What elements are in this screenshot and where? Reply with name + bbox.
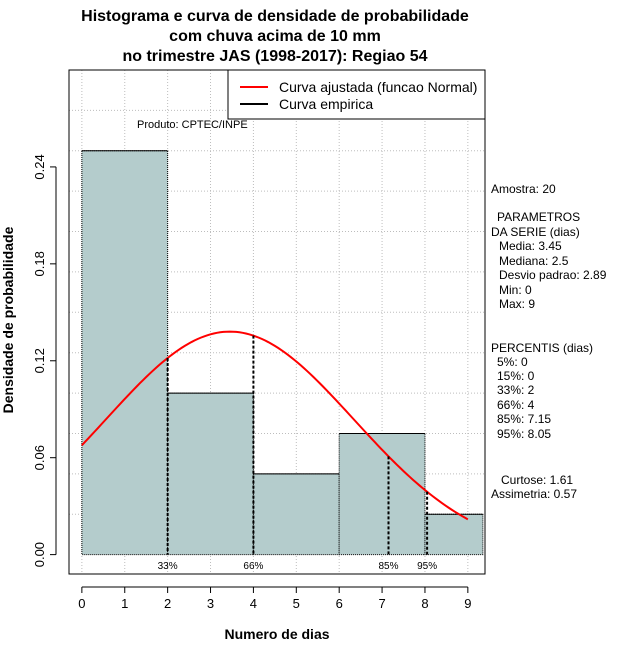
y-tick-label-4: 0.24 [32, 154, 47, 179]
x-tick-label-6: 6 [336, 596, 343, 611]
x-axis-label: Numero de dias [224, 626, 329, 642]
stat-min: Min: 0 [499, 283, 532, 297]
stat-p85: 85%: 7.15 [497, 412, 551, 426]
x-tick-label-7: 7 [378, 596, 385, 611]
x-tick-label-4: 4 [250, 596, 257, 611]
x-tick-label-2: 2 [164, 596, 171, 611]
stat-desvio: Desvio padrao: 2.89 [499, 268, 607, 282]
histogram-bar-2 [252, 473, 340, 556]
histogram-bars [81, 150, 484, 556]
stat-max: Max: 9 [499, 297, 535, 311]
y-tick-label-2: 0.12 [32, 348, 47, 373]
histogram-bar-1 [167, 392, 254, 556]
legend-label-normal: Curva ajustada (funcao Normal) [279, 79, 477, 95]
histogram-bar-0 [81, 150, 169, 556]
stat-params-title-1: PARAMETROS [497, 210, 580, 224]
y-tick-label-1: 0.06 [32, 445, 47, 470]
legend-box [227, 69, 486, 120]
x-tick-label-0: 0 [78, 596, 85, 611]
x-tick-label-3: 3 [207, 596, 214, 611]
x-tick-label-5: 5 [293, 596, 300, 611]
chart-title-line-2: com chuva acima de 10 mm [169, 28, 381, 45]
legend: Curva ajustada (funcao Normal) Curva emp… [227, 69, 486, 120]
normal-curve-layer [81, 330, 469, 521]
stat-curtose: Curtose: 1.61 [501, 473, 573, 487]
percentile-label-66: 66% [243, 561, 263, 572]
chart-title-line-3: no trimestre JAS (1998-2017): Regiao 54 [122, 48, 427, 65]
chart-title-line-1: Histograma e curva de densidade de proba… [81, 8, 469, 25]
y-axis-label: Densidade de probabilidade [0, 226, 16, 413]
normal-curve [81, 330, 469, 521]
stat-p95: 95%: 8.05 [497, 427, 551, 441]
chart-title: Histograma e curva de densidade de proba… [81, 8, 469, 65]
x-tick-label-8: 8 [421, 596, 428, 611]
percentile-label-33: 33% [158, 561, 178, 572]
stat-p66: 66%: 4 [497, 398, 535, 412]
percentile-label-85: 85% [378, 561, 398, 572]
stat-p33: 33%: 2 [497, 383, 535, 397]
stat-p15: 15%: 0 [497, 369, 535, 383]
stat-media: Media: 3.45 [499, 239, 562, 253]
product-label: Produto: CPTEC/INPE [137, 119, 248, 131]
stat-mediana: Mediana: 2.5 [499, 254, 569, 268]
x-axis: 0 1 2 3 4 5 6 7 8 9 [78, 586, 471, 611]
y-axis: 0.00 0.06 0.12 0.18 0.24 [32, 154, 57, 567]
percentile-lines: 33% 66% 85% 95% [158, 335, 437, 572]
stats-panel: Amostra: 20 PARAMETROS DA SERIE (dias) M… [491, 182, 607, 501]
stat-p5: 5%: 0 [497, 355, 528, 369]
legend-label-empirical: Curva empirica [279, 96, 373, 112]
histogram-bar-4 [424, 513, 484, 556]
histogram-bar-3 [338, 432, 426, 556]
stat-percentis-title: PERCENTIS (dias) [491, 341, 593, 355]
stat-amostra: Amostra: 20 [491, 182, 556, 196]
x-tick-label-9: 9 [464, 596, 471, 611]
percentile-label-95: 95% [417, 561, 437, 572]
y-tick-label-3: 0.18 [32, 251, 47, 276]
stat-params-title-2: DA SERIE (dias) [491, 225, 580, 239]
x-tick-label-1: 1 [121, 596, 128, 611]
stat-assimetria: Assimetria: 0.57 [491, 487, 577, 501]
y-tick-label-0: 0.00 [32, 542, 47, 567]
